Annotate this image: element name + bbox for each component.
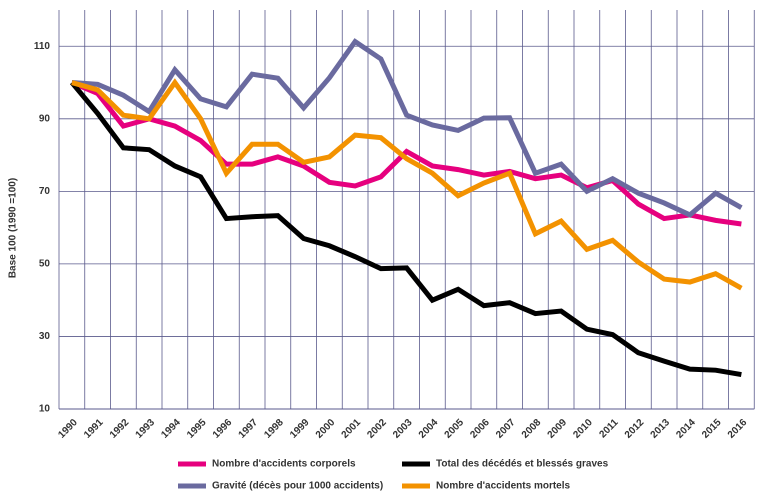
y-tick-label: 10: [39, 404, 51, 415]
legend-label: Nombre d'accidents mortels: [436, 481, 571, 492]
x-tick-label: 2016: [726, 417, 750, 441]
y-axis-label: Base 100 (1990 =100): [8, 178, 19, 278]
x-tick-label: 2008: [520, 417, 544, 441]
x-tick-label: 2001: [340, 417, 364, 441]
x-tick-label: 1993: [134, 417, 158, 441]
series-line: [71, 78, 743, 291]
x-tick-label: 2002: [365, 417, 389, 441]
x-tick-label: 2007: [494, 417, 518, 441]
x-tick-label: 1997: [237, 417, 261, 441]
y-tick-label: 110: [34, 41, 51, 52]
legend-label: Nombre d'accidents corporels: [212, 459, 356, 470]
series-line: [71, 38, 743, 218]
x-tick-label: 1995: [185, 417, 209, 441]
y-tick-label: 30: [39, 331, 51, 342]
y-tick-label: 70: [39, 186, 51, 197]
x-tick-label: 1991: [82, 417, 106, 441]
y-tick-label: 50: [39, 259, 51, 270]
x-tick-label: 2011: [597, 417, 620, 440]
legend-label: Total des décédés et blessés graves: [436, 459, 609, 470]
x-tick-label: 1990: [56, 417, 80, 441]
series-line: [70, 80, 742, 227]
y-tick-label: 90: [39, 113, 51, 124]
x-tick-label: 1998: [262, 417, 286, 441]
x-tick-label: 2013: [649, 417, 673, 441]
x-tick-label: 2003: [391, 417, 415, 441]
x-tick-label: 1994: [159, 417, 183, 441]
x-tick-label: 2009: [546, 417, 570, 441]
x-tick-label: 1996: [211, 417, 235, 441]
x-tick-label: 2000: [314, 417, 338, 441]
series-line: [69, 80, 742, 378]
x-tick-label: 2004: [417, 417, 441, 441]
legend-label: Gravité (décès pour 1000 accidents): [212, 481, 383, 492]
x-tick-label: 1992: [108, 417, 132, 441]
x-tick-label: 2012: [623, 417, 647, 441]
x-tick-label: 2005: [443, 417, 467, 441]
x-tick-label: 2015: [700, 417, 724, 441]
x-tick-label: 2010: [571, 417, 595, 441]
x-tick-label: 2014: [674, 417, 698, 441]
x-tick-label: 2006: [468, 417, 492, 441]
x-tick-label: 1999: [288, 417, 312, 441]
